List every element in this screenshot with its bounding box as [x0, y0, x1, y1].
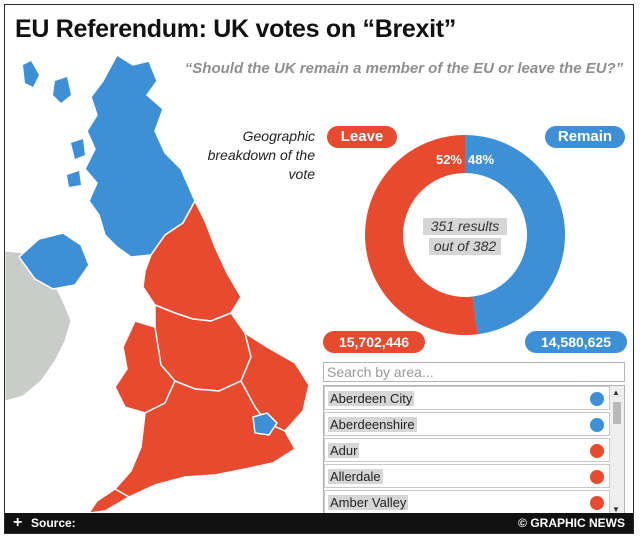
western-isles	[23, 61, 39, 87]
scotland-region[interactable]	[84, 53, 196, 258]
mull	[67, 171, 81, 187]
legend-remain: Remain	[545, 126, 625, 148]
result-dot	[590, 444, 604, 458]
remain-vote-total: 14,580,625	[525, 331, 627, 353]
result-dot	[590, 470, 604, 484]
uk-map[interactable]	[5, 51, 310, 521]
list-item[interactable]: Aberdeen City	[324, 386, 610, 410]
scroll-thumb[interactable]	[613, 402, 621, 424]
leave-vote-total: 15,702,446	[323, 331, 425, 353]
area-name: Allerdale	[328, 469, 383, 484]
center-highlight-1	[423, 218, 507, 235]
result-dot	[590, 496, 604, 510]
result-dot	[590, 392, 604, 406]
search-input[interactable]: Search by area...	[323, 362, 625, 382]
area-name: Amber Valley	[328, 495, 409, 510]
infographic: EU Referendum: UK votes on “Brexit” “Sho…	[4, 4, 634, 534]
list-item[interactable]: Allerdale	[324, 464, 610, 488]
list-item[interactable]: Adur	[324, 438, 610, 462]
list-item[interactable]: Aberdeenshire	[324, 412, 610, 436]
hebrides	[53, 77, 71, 103]
northern-ireland-region[interactable]	[17, 232, 90, 290]
scroll-down-icon[interactable]: ▼	[612, 505, 620, 514]
north-england-region[interactable]	[142, 199, 242, 322]
result-dot	[590, 418, 604, 432]
footer-bar: + Source: © GRAPHIC NEWS	[5, 513, 633, 533]
donut-slice-leave	[365, 135, 478, 335]
page-title: EU Referendum: UK votes on “Brexit”	[15, 15, 456, 43]
result-donut-chart: 52% 48% 351 results out of 382	[365, 135, 566, 335]
leave-percent-label: 52%	[436, 152, 462, 167]
expand-icon[interactable]: +	[13, 514, 23, 531]
donut-slice-remain	[465, 135, 566, 335]
london-region[interactable]	[252, 412, 278, 436]
area-name: Aberdeen City	[328, 391, 415, 406]
geographic-caption: Geographic breakdown of the vote	[207, 128, 315, 182]
list-scrollbar[interactable]: ▲ ▼	[610, 386, 624, 516]
skye	[71, 139, 85, 159]
south-west-tip	[87, 488, 131, 514]
source-label: Source:	[31, 516, 76, 530]
area-name: Adur	[328, 443, 360, 458]
remain-percent-label: 48%	[468, 152, 494, 167]
center-text-line1: 351 results	[431, 218, 499, 234]
question-text: “Should the UK remain a member of the EU…	[184, 60, 624, 77]
center-text-line2: out of 382	[434, 238, 496, 254]
area-name: Aberdeenshire	[328, 417, 417, 432]
center-highlight-2	[429, 238, 501, 255]
credit-label: © GRAPHIC NEWS	[518, 516, 625, 530]
legend-leave: Leave	[327, 126, 397, 148]
area-list[interactable]: Aberdeen City Aberdeenshire Adur Allerda…	[323, 385, 625, 517]
list-item[interactable]: Amber Valley	[324, 490, 610, 514]
scroll-up-icon[interactable]: ▲	[612, 388, 620, 397]
